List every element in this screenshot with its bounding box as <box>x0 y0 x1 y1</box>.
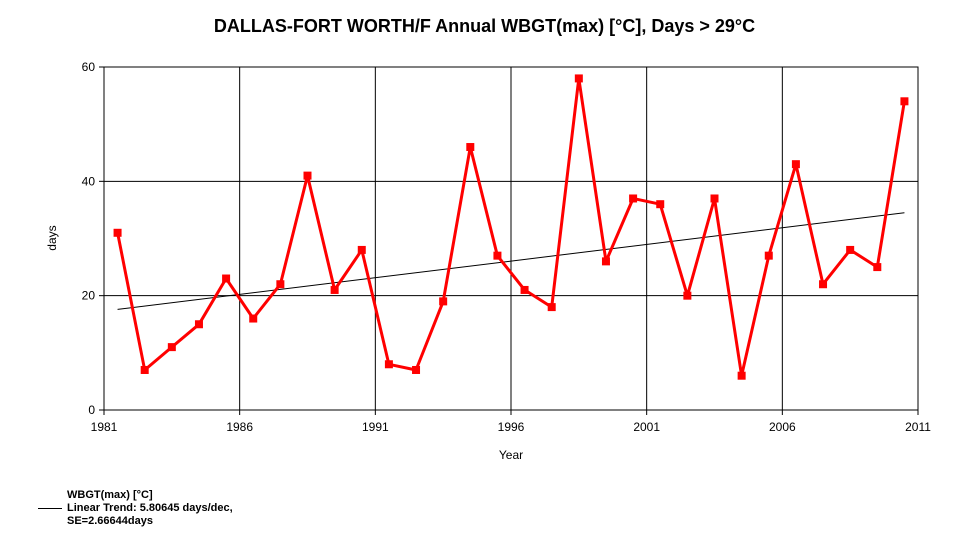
grid-lines <box>104 67 918 410</box>
x-tick-label: 1986 <box>226 420 253 434</box>
data-point-marker <box>493 251 502 260</box>
data-point-marker <box>384 360 393 369</box>
data-point-marker <box>330 285 339 294</box>
y-tick-label: 60 <box>82 60 96 74</box>
data-point-marker <box>846 245 855 254</box>
data-point-marker <box>276 280 285 289</box>
series-line <box>116 76 906 378</box>
data-series-group <box>113 74 909 380</box>
legend-series-label: WBGT(max) [°C] <box>67 489 153 501</box>
y-tick-label: 0 <box>88 403 95 417</box>
x-tick-label: 1996 <box>498 420 525 434</box>
linear-trend-line <box>117 212 905 310</box>
data-point-marker <box>683 291 692 300</box>
data-point-marker <box>439 297 448 306</box>
data-point-marker <box>601 257 610 266</box>
data-point-marker <box>113 228 122 237</box>
data-point-marker <box>547 303 556 312</box>
x-tick-label: 2011 <box>905 420 931 434</box>
trend-line-group <box>117 212 905 310</box>
legend-trend-entry-cont: SE=2.66644days <box>38 515 233 528</box>
data-point-marker <box>900 97 909 106</box>
y-tick-label: 20 <box>82 289 96 303</box>
data-point-marker <box>222 274 231 283</box>
data-point-marker <box>249 314 258 323</box>
data-point-marker <box>194 320 203 329</box>
legend-series-entry: WBGT(max) [°C] <box>38 489 233 502</box>
chart-title: DALLAS-FORT WORTH/F Annual WBGT(max) [°C… <box>213 16 756 36</box>
x-axis-label: Year <box>499 448 523 462</box>
axes: 1981 1986 1991 1996 2001 2006 2011 0 20 40 60 <box>82 60 932 434</box>
data-point-marker <box>574 74 583 83</box>
x-tick-label: 1981 <box>91 420 118 434</box>
x-tick-label: 2001 <box>633 420 660 434</box>
data-point-marker <box>140 365 149 374</box>
y-axis-label: days <box>45 225 59 250</box>
legend: WBGT(max) [°C] Linear Trend: 5.80645 day… <box>38 489 233 528</box>
legend-trend-label-2: SE=2.66644days <box>67 515 153 527</box>
data-point-marker <box>167 343 176 352</box>
data-point-marker <box>357 245 366 254</box>
data-point-marker <box>303 171 312 180</box>
data-point-marker <box>873 263 882 272</box>
x-tick-label: 1991 <box>362 420 389 434</box>
data-point-marker <box>764 251 773 260</box>
y-tick-label: 40 <box>82 174 96 188</box>
data-point-marker <box>737 371 746 380</box>
legend-trend-entry: Linear Trend: 5.80645 days/dec, <box>38 502 233 515</box>
data-point-marker <box>710 194 719 203</box>
data-point-marker <box>656 200 665 209</box>
legend-trend-swatch <box>38 502 62 515</box>
data-point-marker <box>791 160 800 169</box>
data-point-marker <box>629 194 638 203</box>
data-point-marker <box>412 365 421 374</box>
x-tick-label: 2006 <box>769 420 796 434</box>
data-point-marker <box>466 143 475 152</box>
legend-trend-label-1: Linear Trend: 5.80645 days/dec, <box>67 502 233 514</box>
data-point-marker <box>520 285 529 294</box>
data-point-marker <box>819 280 828 289</box>
